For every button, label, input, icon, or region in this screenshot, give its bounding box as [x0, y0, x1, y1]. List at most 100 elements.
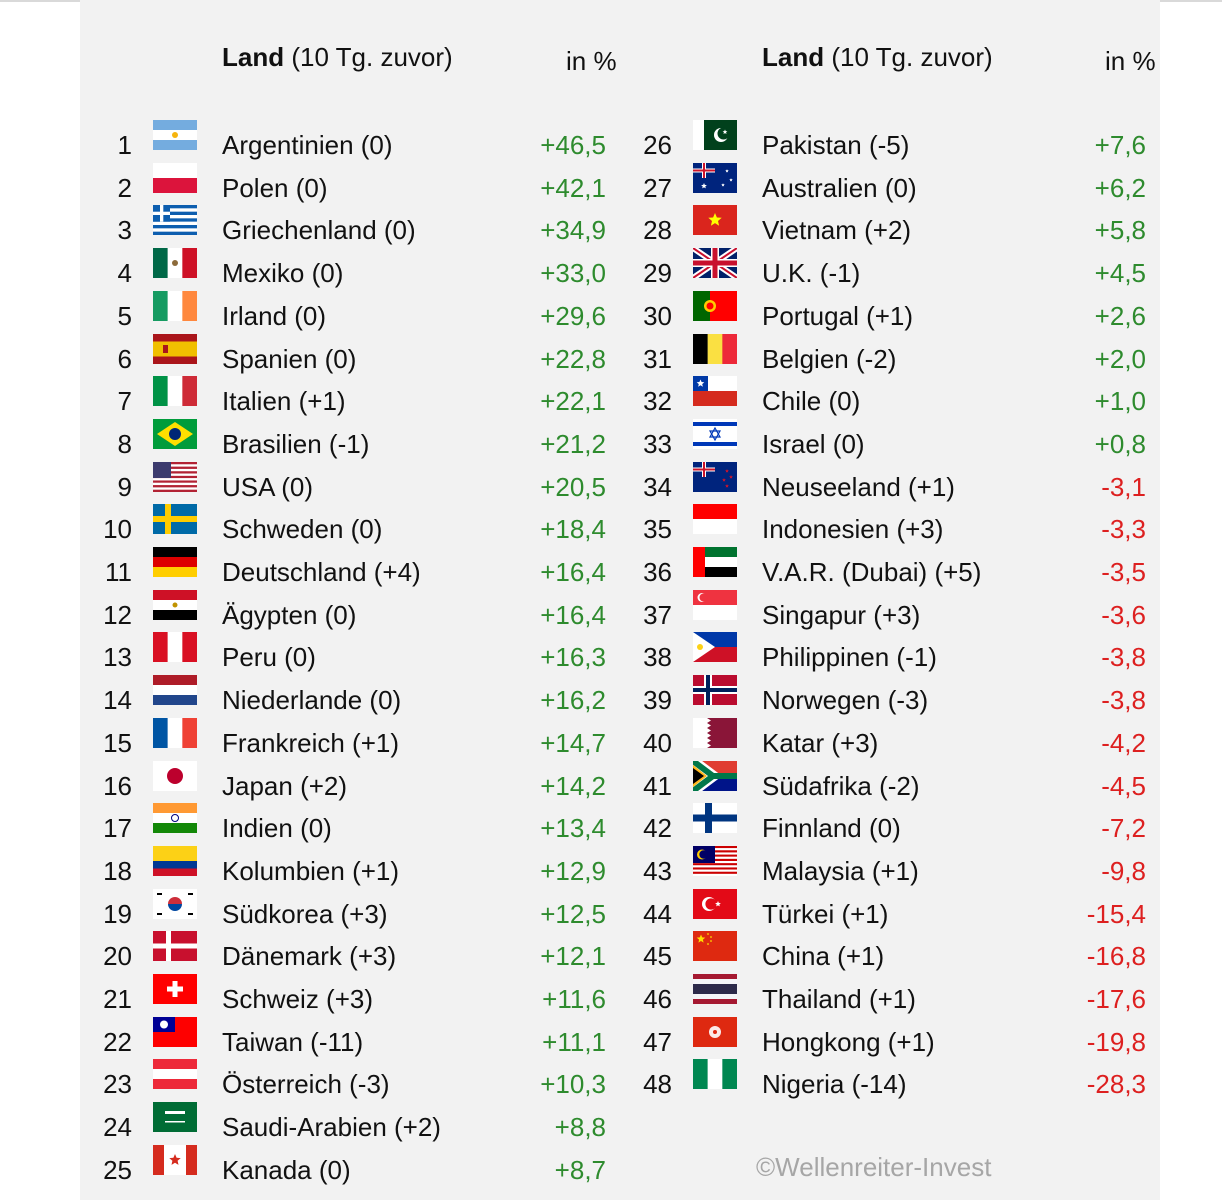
country-name: Neuseeland (+1) — [762, 471, 955, 502]
copyright-text: ©Wellenreiter-Invest — [756, 1152, 992, 1182]
country-name: Vietnam (+2) — [762, 215, 912, 246]
list-item: 45 China (+1) -16,8 — [540, 931, 1146, 976]
country-name: Schweden (0) — [222, 514, 383, 545]
country-name: Dänemark (+3) — [222, 941, 397, 972]
country-name: Türkei (+1) — [762, 898, 889, 929]
rank-number: 25 — [103, 1154, 132, 1185]
rank-number: 28 — [643, 215, 672, 246]
flag-icon — [153, 675, 197, 706]
list-item: 11 Deutschland (+4) +16,4 — [0, 547, 606, 592]
rank-number: 22 — [103, 1026, 132, 1057]
rank-number: 45 — [643, 941, 672, 972]
flag-icon — [693, 205, 737, 236]
rank-number: 17 — [103, 813, 132, 844]
country-name: Malaysia (+1) — [762, 855, 919, 886]
flag-icon — [693, 376, 737, 407]
flag-icon — [153, 717, 197, 748]
flag-icon — [693, 888, 737, 919]
country-name: Österreich (-3) — [222, 1069, 390, 1100]
header-sub-label: (10 Tg. zuvor) — [291, 42, 453, 72]
country-name: Spanien (0) — [222, 343, 357, 374]
country-name: Nigeria (-14) — [762, 1069, 907, 1100]
rank-number: 15 — [103, 727, 132, 758]
rank-number: 5 — [117, 300, 132, 331]
list-item: 20 Dänemark (+3) +12,1 — [0, 931, 606, 976]
list-item: 12 Ägypten (0) +16,4 — [0, 589, 606, 635]
change-value: -9,8 — [1101, 855, 1146, 886]
rank-number: 34 — [643, 471, 672, 502]
flag-icon — [153, 333, 197, 364]
flag-icon — [153, 931, 197, 962]
rank-number: 23 — [103, 1069, 132, 1100]
flag-icon — [693, 589, 737, 620]
rank-number: 6 — [117, 343, 132, 374]
list-item: 23 Österreich (-3) +10,3 — [0, 1059, 606, 1104]
flag-icon — [693, 845, 737, 876]
rank-number: 14 — [103, 685, 132, 716]
list-item: 31 Belgien (-2) +2,0 — [540, 333, 1146, 379]
list-item: 30 Portugal (+1) +2,6 — [540, 290, 1146, 336]
flag-icon — [153, 418, 197, 449]
flag-icon — [693, 675, 737, 706]
country-name: Thailand (+1) — [762, 984, 916, 1014]
rank-number: 31 — [643, 343, 672, 374]
list-item: 19 Südkorea (+3) +12,5 — [0, 888, 606, 934]
rank-number: 42 — [643, 813, 672, 844]
change-value: -19,8 — [1086, 1026, 1146, 1057]
flag-icon — [153, 376, 197, 407]
country-name: Singapur (+3) — [762, 599, 921, 630]
rank-number: 7 — [117, 386, 132, 417]
country-name: V.A.R. (Dubai) (+5) — [762, 557, 982, 587]
rank-number: 2 — [117, 172, 132, 203]
list-item: 3 Griechenland (0) +34,9 — [0, 205, 606, 250]
flag-icon — [693, 717, 737, 748]
flag-icon — [153, 1144, 197, 1175]
country-name: Südkorea (+3) — [222, 898, 388, 929]
change-value: +2,0 — [1094, 343, 1146, 374]
change-value: -3,5 — [1101, 557, 1146, 587]
country-name: Norwegen (-3) — [762, 685, 929, 716]
country-name: Kanada (0) — [222, 1154, 351, 1185]
flag-icon — [693, 931, 737, 962]
change-value: +16,2 — [540, 685, 606, 716]
rank-number: 24 — [103, 1112, 132, 1143]
header-land-right: Land (10 Tg. zuvor) — [762, 42, 993, 73]
flag-icon — [153, 290, 197, 321]
flag-icon — [153, 248, 197, 279]
change-value: -4,5 — [1101, 770, 1146, 801]
flag-icon — [153, 845, 197, 876]
rank-number: 35 — [643, 514, 672, 545]
change-value: +7,6 — [1094, 130, 1146, 160]
list-item: 2 Polen (0) +42,1 — [0, 162, 606, 208]
country-name: Irland (0) — [222, 300, 327, 331]
flag-icon — [693, 162, 737, 193]
list-item: 41 Südafrika (-2) -4,5 — [540, 760, 1146, 806]
rank-number: 29 — [643, 258, 672, 289]
rank-number: 8 — [117, 428, 132, 459]
change-value: +6,2 — [1094, 172, 1146, 203]
change-value: +8,8 — [554, 1112, 606, 1143]
list-item: 8 Brasilien (-1) +21,2 — [0, 418, 606, 464]
change-value: +22,8 — [540, 343, 606, 374]
change-value: -7,2 — [1101, 813, 1146, 844]
list-item: 36 V.A.R. (Dubai) (+5) -3,5 — [540, 547, 1146, 592]
rank-number: 37 — [643, 599, 672, 630]
country-name: Katar (+3) — [762, 727, 879, 758]
list-item: 35 Indonesien (+3) -3,3 — [540, 504, 1146, 549]
list-item: 9 USA (0) +20,5 — [0, 461, 606, 507]
country-name: Indonesien (+3) — [762, 514, 944, 545]
country-name: Peru (0) — [222, 642, 316, 673]
change-value: -3,6 — [1101, 599, 1146, 630]
country-name: Belgien (-2) — [762, 343, 897, 374]
change-value: +22,1 — [540, 386, 606, 417]
country-name: Polen (0) — [222, 172, 328, 203]
list-item: 18 Kolumbien (+1) +12,9 — [0, 845, 606, 891]
country-name: Israel (0) — [762, 428, 865, 459]
country-name: Australien (0) — [762, 172, 917, 203]
change-value: -28,3 — [1086, 1069, 1146, 1100]
flag-icon — [153, 1059, 197, 1090]
country-name: Finnland (0) — [762, 813, 901, 844]
change-value: +16,4 — [540, 599, 606, 630]
ranking-panel — [80, 0, 1160, 1200]
change-value: +13,4 — [540, 813, 606, 844]
